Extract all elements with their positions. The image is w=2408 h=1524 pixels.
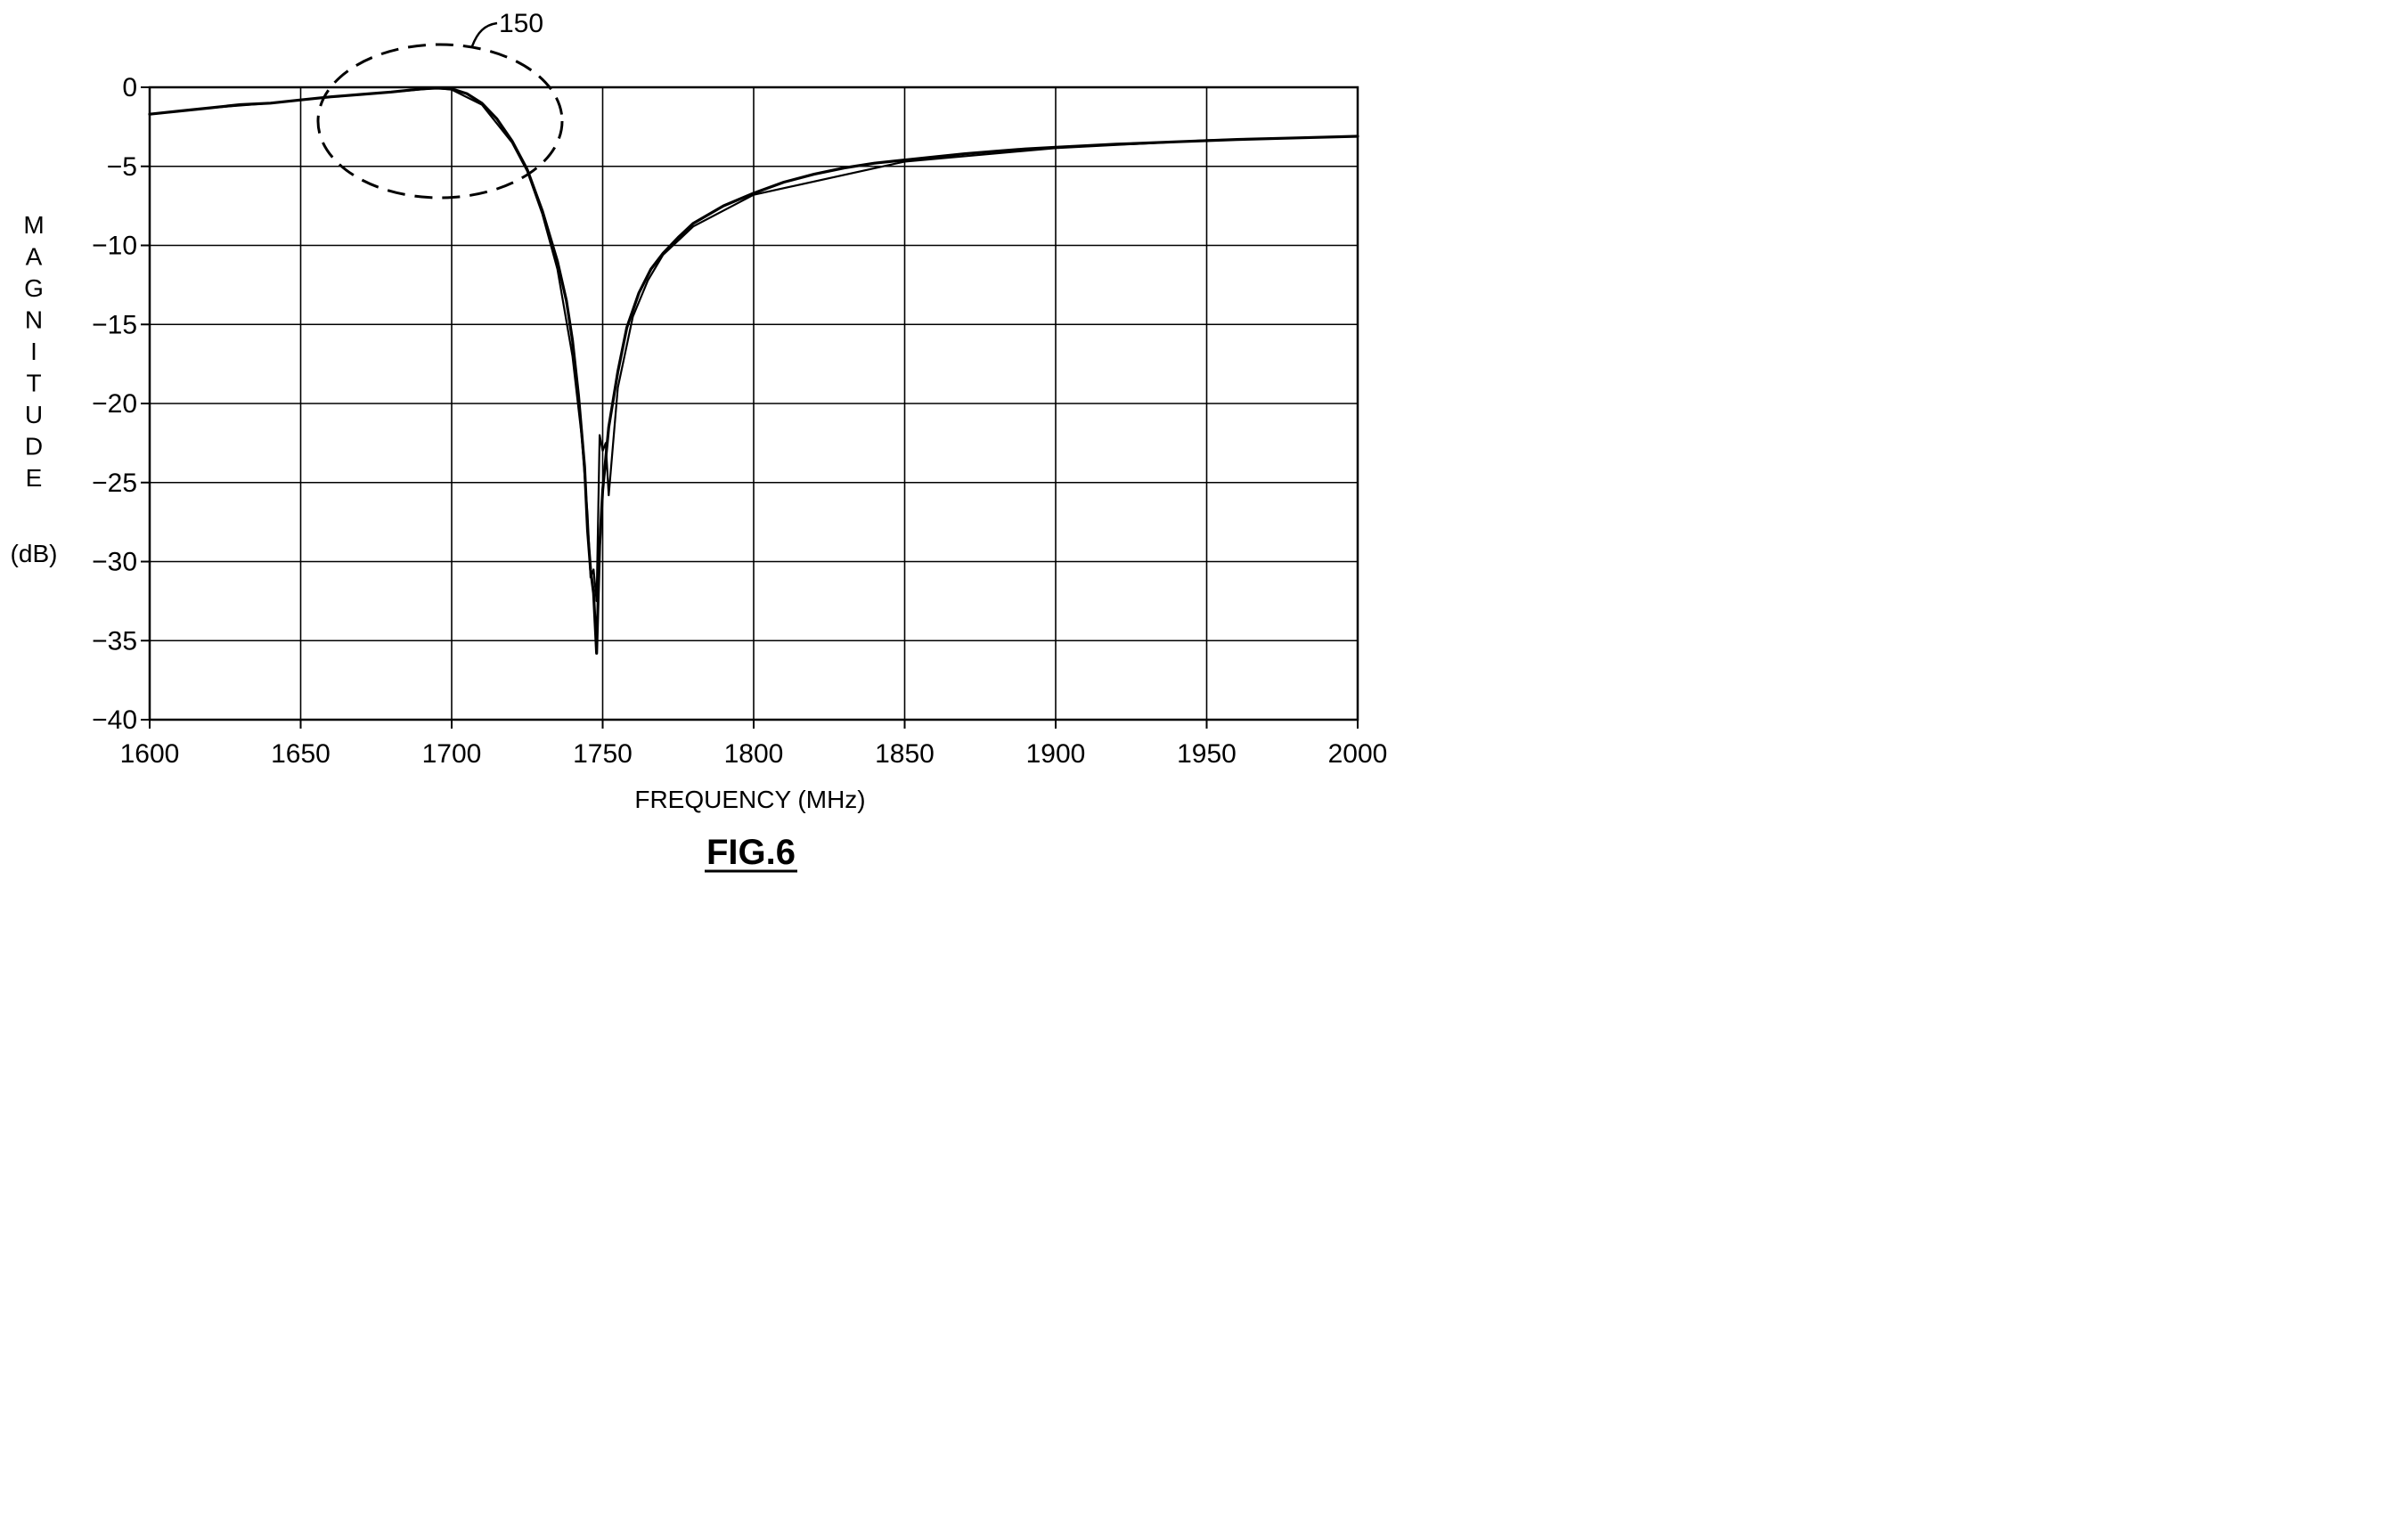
callout-label-150: 150 [499, 9, 543, 38]
y-axis-label-letter: M [23, 211, 44, 239]
y-axis-label-letter: I [30, 338, 37, 365]
series-line-2 [148, 86, 1359, 602]
axis-ticks [141, 86, 1359, 729]
y-tick-label: −20 [92, 389, 137, 419]
callout-ellipse [316, 43, 564, 200]
x-tick-label: 1650 [271, 739, 331, 769]
y-tick-label: −5 [107, 152, 137, 182]
frequency-response-chart: 0 −5 −10 −15 −20 −25 −30 −35 −40 1600 1650 1700 175… [11, 9, 1388, 873]
x-tick-label: 2000 [1328, 739, 1388, 769]
x-tick-label: 1750 [573, 739, 633, 769]
x-tick-label: 1700 [422, 739, 482, 769]
x-tick-label: 1600 [120, 739, 180, 769]
y-axis-label-letter: U [25, 401, 43, 428]
y-axis-label-letter: D [25, 433, 43, 460]
y-tick-label: −25 [92, 469, 137, 498]
x-tick-label: 1900 [1026, 739, 1086, 769]
x-tick-label: 1850 [875, 739, 935, 769]
y-tick-label: −10 [92, 232, 137, 261]
y-tick-label: 0 [122, 73, 137, 102]
y-axis-label-letter: G [24, 274, 44, 302]
x-tick-label: 1950 [1177, 739, 1237, 769]
y-tick-label: −15 [92, 310, 137, 339]
callout-leader-line [470, 21, 498, 47]
y-axis-label-letter: N [25, 306, 43, 334]
figure-label: FIG.6 [706, 833, 796, 872]
y-axis-label-letter: T [26, 370, 41, 397]
x-tick-label: 1800 [724, 739, 784, 769]
y-axis-label-letter: E [26, 464, 43, 492]
y-axis-unit-label: (dB) [11, 540, 58, 567]
y-tick-label: −35 [92, 626, 137, 656]
plot-frame [148, 86, 1359, 721]
grid-lines [149, 86, 1359, 721]
y-axis-label-letter: A [26, 243, 43, 271]
y-tick-label: −40 [92, 705, 137, 735]
series-group [148, 86, 1359, 655]
y-tick-label: −30 [92, 548, 137, 577]
y-tick-labels: 0 −5 −10 −15 −20 −25 −30 −35 −40 [92, 73, 137, 735]
x-axis-label: FREQUENCY (MHz) [634, 786, 865, 813]
x-tick-labels: 1600 1650 1700 1750 1800 1850 1900 1950 2000 [120, 739, 1388, 769]
